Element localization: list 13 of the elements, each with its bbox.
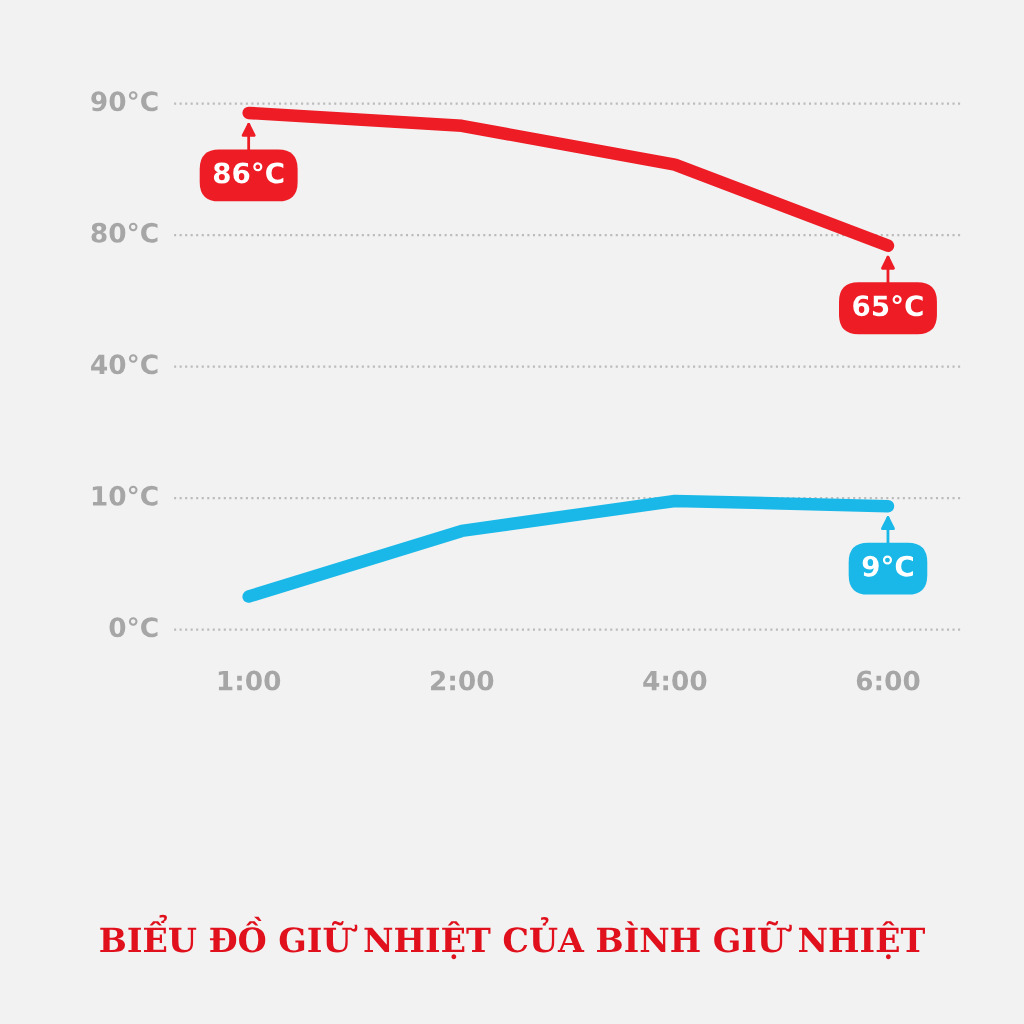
text: 0°C xyxy=(109,617,158,638)
annotation: 65°C xyxy=(853,295,923,317)
text: 90°C xyxy=(91,91,158,112)
x-tick-label: 6:00 xyxy=(856,670,920,691)
text: 40°C xyxy=(91,354,158,375)
x-tick-label: 2:00 xyxy=(431,670,494,691)
text: 10°C xyxy=(92,485,158,506)
x-tick-label: 1:00 xyxy=(218,670,281,691)
x-tick-label: 4:00 xyxy=(643,670,707,691)
annotation: 86°C xyxy=(213,162,284,184)
text: BIỂU ĐỒ GIỮ NHIỆT CỦA BÌNH GIỮ NHIỆT xyxy=(100,914,925,960)
text: 80°C xyxy=(91,222,158,243)
annotation: 9°C xyxy=(862,555,913,577)
